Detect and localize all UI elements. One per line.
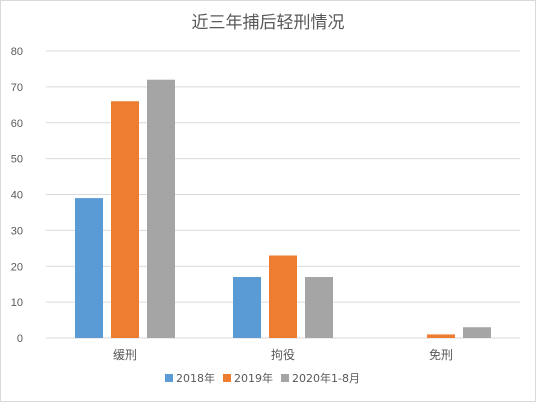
y-tick-label: 70 — [11, 82, 23, 94]
bar — [269, 255, 297, 338]
legend-swatch — [281, 374, 289, 382]
bar — [305, 277, 333, 338]
legend-label: 2019年 — [234, 371, 273, 385]
y-tick-label: 80 — [11, 46, 23, 58]
bars — [75, 79, 491, 338]
y-tick-label: 10 — [11, 297, 23, 309]
x-category-label: 拘役 — [271, 347, 295, 362]
y-tick-label: 50 — [11, 154, 23, 166]
y-tick-label: 60 — [11, 118, 23, 130]
legend-swatch — [165, 374, 173, 382]
legend-label: 2018年 — [176, 371, 215, 385]
x-axis-categories: 缓刑 拘役 免刑 — [113, 347, 453, 362]
chart-title: 近三年捕后轻刑情况 — [192, 13, 345, 33]
y-axis-ticks: 0 10 20 30 40 50 60 70 80 — [11, 46, 23, 345]
bar — [233, 277, 261, 338]
bar — [427, 334, 455, 338]
bar — [147, 79, 175, 338]
y-tick-label: 20 — [11, 261, 23, 273]
bar — [111, 101, 139, 338]
y-tick-label: 0 — [17, 333, 23, 345]
x-category-label: 缓刑 — [113, 348, 137, 362]
bar — [463, 327, 491, 338]
legend-label: 2020年1-8月 — [292, 371, 360, 385]
legend: 2018年 2019年 2020年1-8月 — [165, 371, 360, 385]
x-category-label: 免刑 — [429, 347, 453, 362]
bar — [75, 198, 103, 338]
y-tick-label: 30 — [11, 225, 23, 237]
y-tick-label: 40 — [11, 190, 23, 202]
legend-swatch — [223, 374, 231, 382]
